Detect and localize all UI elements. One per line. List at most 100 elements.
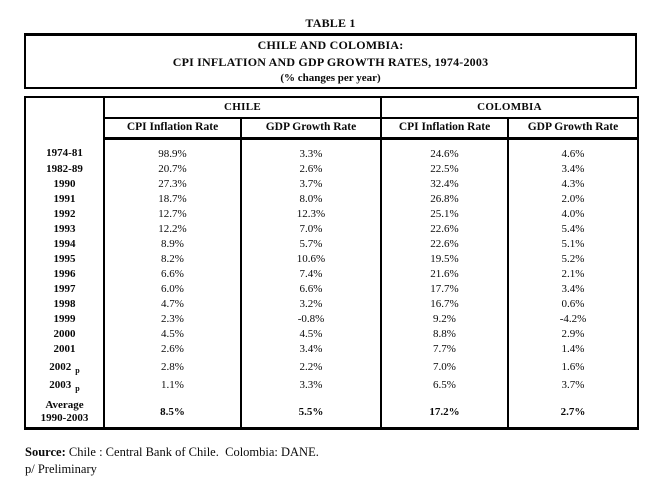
value-cell: 25.1% — [380, 206, 508, 222]
value-cell: 3.4% — [507, 281, 638, 297]
value-cell: 5.1% — [507, 236, 638, 252]
title-line-countries: CHILE AND COLOMBIA: — [257, 38, 404, 52]
row-period-label: 1991 — [25, 191, 105, 207]
value-cell: 12.2% — [103, 221, 241, 237]
row-period-label: 1998 — [25, 296, 105, 312]
value-cell: 2.2% — [240, 356, 381, 375]
table-row: 1999 2.3% -0.8% 9.2% -4.2% — [25, 311, 638, 327]
value-cell: 7.7% — [380, 341, 508, 357]
row-period-label: Average 1990-2003 — [25, 392, 105, 429]
value-cell: 17.7% — [380, 281, 508, 297]
table-row: 1997 6.0% 6.6% 17.7% 3.4% — [25, 281, 638, 297]
row-period-label: 1974-81 — [25, 138, 105, 162]
value-cell: 19.5% — [380, 251, 508, 267]
value-cell: 2.6% — [103, 341, 241, 357]
value-cell: 2.0% — [507, 191, 638, 207]
value-cell: 1.6% — [507, 356, 638, 375]
value-cell: 3.2% — [240, 296, 381, 312]
row-period-label: 1999 — [25, 311, 105, 327]
value-cell: 6.0% — [103, 281, 241, 297]
value-cell: 26.8% — [380, 191, 508, 207]
title-line-units: (% changes per year) — [280, 72, 381, 84]
value-cell: 8.2% — [103, 251, 241, 267]
value-cell: 2.3% — [103, 311, 241, 327]
row-period-label: 2002 p — [25, 356, 105, 375]
column-group-chile: CHILE — [103, 97, 381, 119]
column-header-chile-gdp: GDP Growth Rate — [240, 118, 381, 140]
stub-cell — [25, 97, 105, 118]
source-note: Source: Chile : Central Bank of Chile. C… — [25, 444, 645, 461]
value-cell: 5.7% — [240, 236, 381, 252]
table-header: CHILE COLOMBIA CPI Inflation Rate GDP Gr… — [25, 97, 638, 140]
value-cell: 17.2% — [380, 392, 508, 429]
row-period-label: 1996 — [25, 266, 105, 282]
value-cell: 4.6% — [507, 138, 638, 162]
value-cell: 3.7% — [507, 374, 638, 393]
country-group-row: CHILE COLOMBIA — [25, 97, 638, 119]
table-row: 1998 4.7% 3.2% 16.7% 0.6% — [25, 296, 638, 312]
column-header-chile-cpi: CPI Inflation Rate — [103, 118, 241, 140]
table-row: 1994 8.9% 5.7% 22.6% 5.1% — [25, 236, 638, 252]
table-row: 1995 8.2% 10.6% 19.5% 5.2% — [25, 251, 638, 267]
row-period-label: 2001 — [25, 341, 105, 357]
row-period-label: 1993 — [25, 221, 105, 237]
value-cell: 4.5% — [103, 326, 241, 342]
inflation-gdp-table: CHILE COLOMBIA CPI Inflation Rate GDP Gr… — [24, 96, 639, 430]
table-row: 1982-89 20.7% 2.6% 22.5% 3.4% — [25, 161, 638, 177]
table-row: Average 1990-2003 8.5% 5.5% 17.2% 2.7% — [25, 392, 638, 429]
table-row: 2001 2.6% 3.4% 7.7% 1.4% — [25, 341, 638, 357]
measure-header-row: CPI Inflation Rate GDP Growth Rate CPI I… — [25, 118, 638, 140]
value-cell: 5.2% — [507, 251, 638, 267]
value-cell: 6.5% — [380, 374, 508, 393]
value-cell: 24.6% — [380, 138, 508, 162]
value-cell: 7.0% — [380, 356, 508, 375]
table-row: 1990 27.3% 3.7% 32.4% 4.3% — [25, 176, 638, 192]
value-cell: -4.2% — [507, 311, 638, 327]
value-cell: 1.4% — [507, 341, 638, 357]
value-cell: 10.6% — [240, 251, 381, 267]
value-cell: 6.6% — [240, 281, 381, 297]
stub-cell — [25, 118, 105, 138]
value-cell: 4.7% — [103, 296, 241, 312]
column-header-colombia-cpi: CPI Inflation Rate — [380, 118, 508, 140]
value-cell: 2.6% — [240, 161, 381, 177]
preliminary-marker: p — [75, 365, 80, 375]
value-cell: 5.4% — [507, 221, 638, 237]
table-row: 1991 18.7% 8.0% 26.8% 2.0% — [25, 191, 638, 207]
table-row: 1992 12.7% 12.3% 25.1% 4.0% — [25, 206, 638, 222]
value-cell: 21.6% — [380, 266, 508, 282]
table-row: 2002 p 2.8% 2.2% 7.0% 1.6% — [25, 356, 638, 375]
value-cell: 2.7% — [507, 392, 638, 429]
value-cell: 9.2% — [380, 311, 508, 327]
value-cell: 22.5% — [380, 161, 508, 177]
value-cell: 7.0% — [240, 221, 381, 237]
table-title-box: CHILE AND COLOMBIA: CPI INFLATION AND GD… — [24, 33, 637, 89]
value-cell: 3.4% — [507, 161, 638, 177]
value-cell: 98.9% — [103, 138, 241, 162]
table-row: 2003 p 1.1% 3.3% 6.5% 3.7% — [25, 374, 638, 393]
row-period-label: 1994 — [25, 236, 105, 252]
row-period-label: 1997 — [25, 281, 105, 297]
preliminary-note: p/ Preliminary — [25, 462, 97, 476]
table-body: 1974-81 98.9% 3.3% 24.6% 4.6% 1982-89 20.7% 2.6… — [25, 138, 638, 429]
table-row: 2000 4.5% 4.5% 8.8% 2.9% — [25, 326, 638, 342]
value-cell: 3.3% — [240, 374, 381, 393]
value-cell: 4.3% — [507, 176, 638, 192]
value-cell: 3.7% — [240, 176, 381, 192]
source-text: Chile : Central Bank of Chile. Colombia:… — [68, 445, 319, 459]
row-period-label: 2000 — [25, 326, 105, 342]
value-cell: 3.3% — [240, 138, 381, 162]
table-caption: TABLE 1 — [305, 16, 356, 30]
value-cell: 12.7% — [103, 206, 241, 222]
value-cell: 2.1% — [507, 266, 638, 282]
table-row: 1993 12.2% 7.0% 22.6% 5.4% — [25, 221, 638, 237]
value-cell: 4.5% — [240, 326, 381, 342]
value-cell: 32.4% — [380, 176, 508, 192]
source-label: Source: — [25, 445, 66, 459]
value-cell: 22.6% — [380, 221, 508, 237]
value-cell: 18.7% — [103, 191, 241, 207]
title-line-subject: CPI INFLATION AND GDP GROWTH RATES, 1974… — [172, 55, 489, 69]
value-cell: 12.3% — [240, 206, 381, 222]
table-footnotes: Source: Chile : Central Bank of Chile. C… — [25, 444, 645, 478]
